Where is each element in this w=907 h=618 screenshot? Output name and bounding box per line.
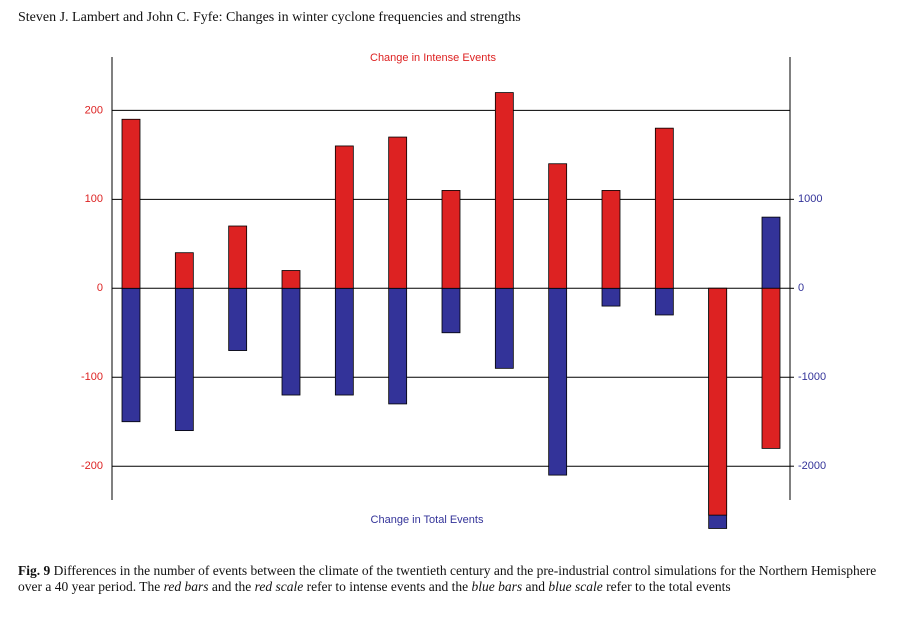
bar [228, 225, 248, 289]
bar [281, 287, 301, 396]
caption-label: Fig. 9 [18, 563, 51, 578]
y-tick-label: 0 [97, 282, 103, 294]
bar [121, 287, 141, 423]
bar [441, 190, 461, 289]
bar [548, 287, 568, 476]
caption-text: refer to the total events [602, 579, 731, 594]
caption-text: and [522, 579, 549, 594]
y-tick-label: 200 [85, 104, 103, 116]
bar [761, 287, 781, 449]
bar [228, 287, 248, 351]
caption-text: red scale [254, 579, 304, 594]
caption-text: blue scale [548, 579, 603, 594]
y2-tick-label: 0 [798, 282, 804, 294]
caption-text: Differences in the number of events betw… [18, 563, 877, 594]
bar [548, 163, 568, 289]
y2-tick-label: 1000 [798, 193, 822, 205]
caption-text: red bars [163, 579, 209, 594]
bar [494, 287, 514, 369]
bar [174, 287, 194, 432]
bar [334, 145, 354, 289]
bar [654, 287, 674, 316]
bar [334, 287, 354, 396]
y2-tick-label: -1000 [798, 371, 826, 383]
bar [601, 287, 621, 307]
bar [761, 216, 781, 289]
bar [441, 287, 461, 334]
caption: Fig. 9 Differences in the number of even… [18, 563, 890, 595]
bar [174, 252, 194, 289]
running-header: Steven J. Lambert and John C. Fyfe: Chan… [18, 10, 521, 25]
y2-tick-label: -2000 [798, 460, 826, 472]
bar [601, 190, 621, 289]
bar [494, 92, 514, 289]
legend-label: Change in Total Events [371, 514, 484, 526]
y-tick-label: 100 [85, 193, 103, 205]
bar [654, 127, 674, 289]
caption-text: refer to intense events and the [303, 579, 472, 594]
bar [708, 287, 728, 516]
caption-text: and the [208, 579, 255, 594]
bar [388, 136, 408, 289]
caption-text: blue bars [471, 579, 523, 594]
bar [281, 270, 301, 289]
bar [388, 287, 408, 405]
y-tick-label: -200 [81, 460, 103, 472]
bar [121, 118, 141, 289]
y-tick-label: -100 [81, 371, 103, 383]
legend-label: Change in Intense Events [370, 52, 496, 64]
